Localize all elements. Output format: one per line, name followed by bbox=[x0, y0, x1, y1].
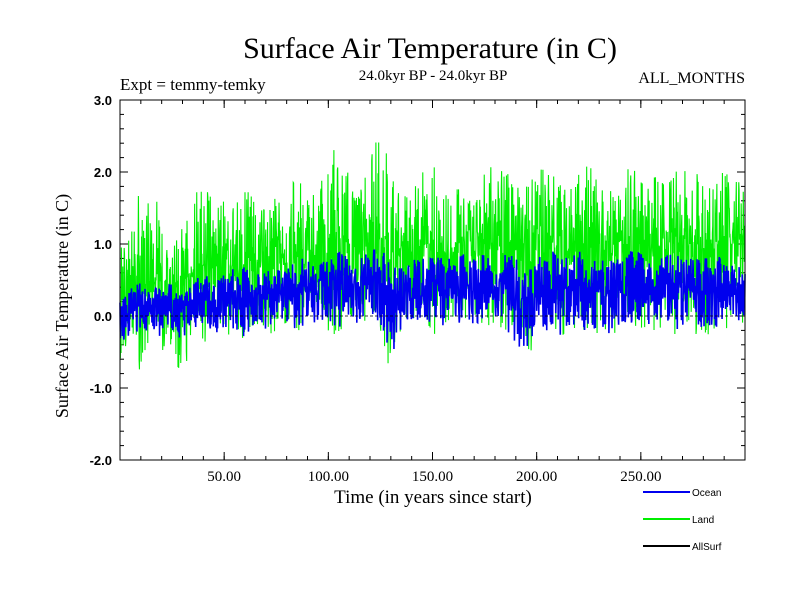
x-tick-label: 200.00 bbox=[516, 469, 557, 485]
x-tick-label: 150.00 bbox=[412, 469, 453, 485]
y-tick-label: 2.0 bbox=[94, 165, 112, 180]
chart-title: Surface Air Temperature (in C) bbox=[243, 32, 617, 65]
x-tick-label: 50.00 bbox=[207, 469, 241, 485]
y-tick-label: 3.0 bbox=[94, 93, 112, 108]
y-tick-label: 0.0 bbox=[94, 309, 112, 324]
y-tick-label: -1.0 bbox=[90, 381, 112, 396]
plot-frame bbox=[119, 99, 746, 461]
x-axis-label: Time (in years since start) bbox=[334, 487, 532, 508]
series-line-ocean bbox=[119, 249, 746, 349]
y-tick-label: -2.0 bbox=[90, 453, 112, 468]
series-line-land bbox=[119, 142, 746, 370]
period-subtitle: 24.0kyr BP - 24.0kyr BP bbox=[359, 68, 508, 84]
legend-label-allsurf: AllSurf bbox=[692, 542, 722, 553]
x-tick-label: 250.00 bbox=[620, 469, 661, 485]
months-label: ALL_MONTHS bbox=[638, 70, 745, 87]
x-tick-label: 100.00 bbox=[308, 469, 349, 485]
legend-label-ocean: Ocean bbox=[692, 488, 721, 499]
experiment-label: Expt = temmy-temky bbox=[120, 75, 266, 94]
y-axis-label: Surface Air Temperature (in C) bbox=[52, 194, 73, 418]
y-tick-label: 1.0 bbox=[94, 237, 112, 252]
legend-label-land: Land bbox=[692, 515, 714, 526]
